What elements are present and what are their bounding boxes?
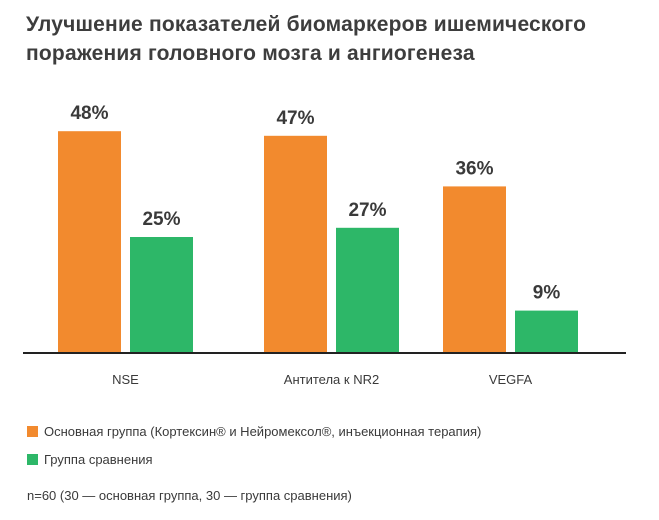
legend-label-main: Основная группа (Кортексин® и Нейромексо… bbox=[44, 423, 482, 439]
data-label-main-1: 47% bbox=[276, 108, 314, 129]
bar-main-2 bbox=[443, 186, 506, 352]
data-label-main-2: 36% bbox=[455, 158, 493, 179]
bar-comparison-0 bbox=[130, 237, 193, 352]
category-label-1: Антитела к NR2 bbox=[284, 372, 379, 387]
data-label-comparison-2: 9% bbox=[533, 283, 561, 304]
bar-comparison-2 bbox=[515, 310, 578, 352]
legend-swatch-comparison bbox=[27, 453, 38, 465]
data-label-main-0: 48% bbox=[70, 103, 108, 124]
legend: Основная группа (Кортексин® и Нейромексо… bbox=[27, 421, 481, 477]
bar-chart: 48% 25% NSE 47% 27% Антитела к NR2 36% 9% VEGFA bbox=[23, 103, 626, 387]
legend-label-comparison: Группа сравнения bbox=[44, 451, 153, 467]
legend-item-comparison: Группа сравнения bbox=[27, 449, 481, 469]
footnote: n=60 (30 — основная группа, 30 — группа … bbox=[27, 488, 352, 503]
chart-title: Улучшение показателей биомаркеров ишемич… bbox=[26, 13, 587, 65]
data-label-comparison-0: 25% bbox=[142, 209, 180, 230]
category-label-0: NSE bbox=[112, 372, 139, 387]
category-label-2: VEGFA bbox=[489, 372, 533, 387]
bar-main-1 bbox=[264, 135, 327, 352]
data-label-comparison-1: 27% bbox=[348, 200, 386, 221]
legend-item-main: Основная группа (Кортексин® и Нейромексо… bbox=[27, 421, 481, 441]
legend-swatch-main bbox=[27, 425, 38, 437]
bar-comparison-1 bbox=[336, 227, 399, 352]
bar-main-0 bbox=[58, 131, 121, 352]
